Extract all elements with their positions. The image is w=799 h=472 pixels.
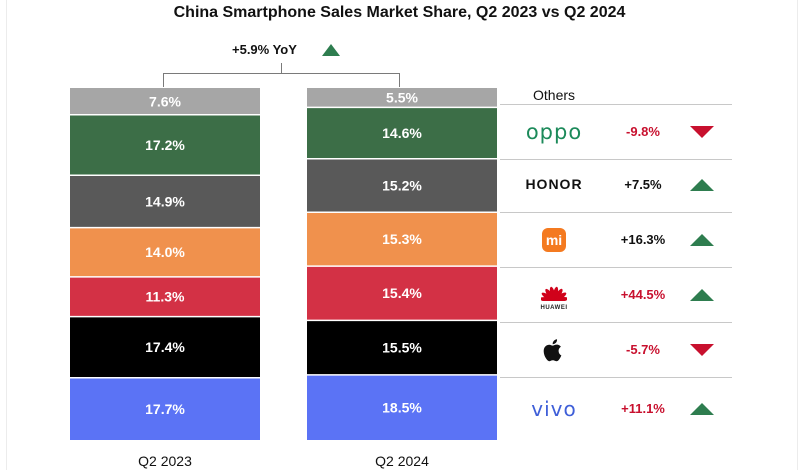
change-value-huawei: +44.5%	[620, 287, 666, 302]
bar-segment-apple-0	[70, 316, 260, 378]
legend-row-honor: HONOR +7.5%	[500, 158, 732, 213]
bar-segment-vivo-1	[307, 374, 497, 440]
yoy-bracket-right	[399, 73, 400, 87]
xiaomi-mi-mark: mi	[542, 228, 566, 252]
up-triangle-icon	[690, 179, 714, 191]
yoy-label: +5.9% YoY	[232, 42, 297, 57]
bar-segment-apple-1	[307, 320, 497, 375]
bar-segment-xiaomi-0	[70, 227, 260, 277]
bar-segment-honor-1	[307, 158, 497, 213]
yoy-bracket-left	[163, 73, 164, 87]
data-label-huawei-0: 11.3%	[146, 289, 185, 305]
down-triangle-icon	[690, 126, 714, 138]
honor-logo: HONOR	[514, 176, 594, 194]
change-value-xiaomi: +16.3%	[620, 232, 666, 247]
legend-row-vivo: vivo +11.1%	[500, 377, 732, 440]
data-label-honor-0: 14.9%	[145, 193, 185, 209]
data-label-xiaomi-1: 15.3%	[382, 231, 422, 247]
oppo-wordmark: oppo	[525, 120, 583, 144]
vivo-logo: vivo	[514, 397, 594, 421]
down-triangle-icon	[690, 344, 714, 356]
data-label-huawei-1: 15.4%	[382, 285, 422, 301]
yoy-up-arrow-icon	[322, 44, 340, 56]
x-label-q2-2024: Q2 2024	[375, 453, 429, 469]
legend-others-label: Others	[533, 87, 576, 103]
apple-mark	[543, 339, 562, 362]
data-label-vivo-1: 18.5%	[382, 399, 422, 415]
change-value-vivo: +11.1%	[621, 401, 665, 416]
chart-title: China Smartphone Sales Market Share, Q2 …	[173, 4, 626, 21]
bar-segment-oppo-1	[307, 107, 497, 159]
honor-wordmark: HONOR	[525, 176, 583, 192]
yoy-bracket-top	[163, 73, 400, 74]
data-label-xiaomi-0: 14.0%	[145, 244, 185, 260]
bar-segment-honor-0	[70, 175, 260, 228]
bar-segment-huawei-0	[70, 276, 260, 317]
data-label-apple-1: 15.5%	[382, 340, 422, 356]
up-triangle-icon	[690, 234, 714, 246]
huawei-flower-mark: HUAWEI	[539, 281, 569, 311]
vivo-wordmark: vivo	[531, 397, 577, 421]
huawei-wordmark: HUAWEI	[540, 305, 568, 311]
data-label-honor-1: 15.2%	[382, 178, 422, 194]
legend-row-huawei: HUAWEI +44.5%	[500, 267, 732, 323]
apple-logo	[514, 337, 594, 368]
legend-row-xiaomi: mi +16.3%	[500, 212, 732, 268]
yoy-bracket-mid	[281, 63, 282, 73]
legend-row-oppo: oppo -9.8%	[500, 104, 732, 160]
huawei-logo: HUAWEI	[514, 281, 594, 314]
data-label-oppo-0: 17.2%	[145, 137, 185, 153]
data-label-others-1: 5.5%	[386, 90, 418, 106]
xiaomi-logo: mi	[514, 228, 594, 252]
chart-frame	[6, 0, 798, 470]
bar-segment-huawei-1	[307, 266, 497, 321]
legend-row-apple: -5.7%	[500, 322, 732, 378]
oppo-logo: oppo	[514, 120, 594, 144]
x-label-q2-2023: Q2 2023	[138, 453, 192, 469]
bar-segment-others-0	[70, 88, 260, 115]
change-value-oppo: -9.8%	[626, 124, 660, 139]
bar-segment-others-1	[307, 88, 497, 108]
data-label-oppo-1: 14.6%	[382, 125, 422, 141]
change-value-honor: +7.5%	[624, 177, 662, 192]
data-label-vivo-0: 17.7%	[145, 401, 185, 417]
up-triangle-icon	[690, 289, 714, 301]
data-label-others-0: 7.6%	[149, 93, 181, 109]
up-triangle-icon	[690, 403, 714, 415]
bar-segment-xiaomi-1	[307, 212, 497, 267]
data-label-apple-0: 17.4%	[145, 339, 185, 355]
bar-segment-oppo-0	[70, 114, 260, 176]
change-value-apple: -5.7%	[626, 342, 660, 357]
bar-segment-vivo-0	[70, 377, 260, 440]
